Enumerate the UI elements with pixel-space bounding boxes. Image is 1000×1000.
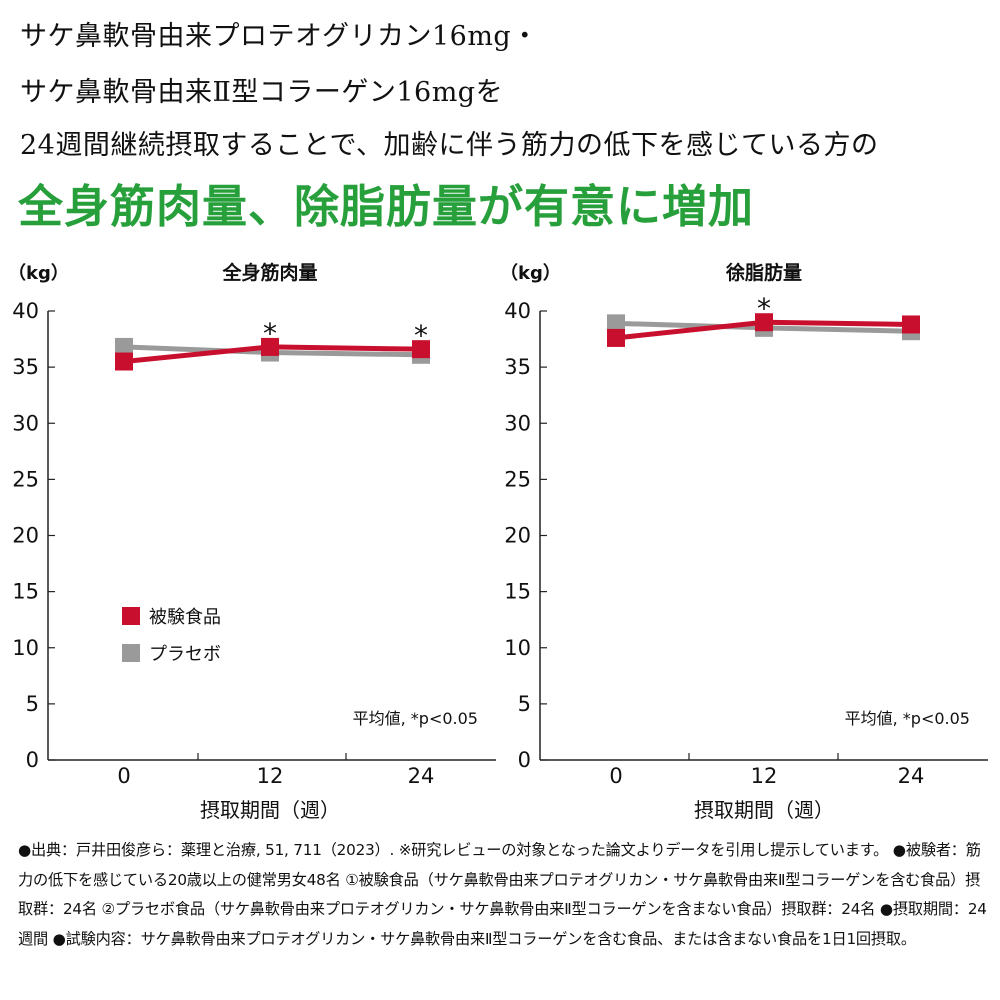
y-tick-label: 20 — [12, 524, 39, 548]
y-tick-label: 40 — [12, 299, 39, 323]
y-tick-label: 20 — [504, 524, 531, 548]
chart-title: 全身筋肉量 — [221, 261, 317, 284]
legend-swatch-placebo — [122, 644, 140, 662]
chart-title: 徐脂肪量 — [725, 261, 802, 284]
y-tick-label: 25 — [12, 467, 39, 491]
x-tick-label: 24 — [408, 764, 435, 788]
chart-note: 平均値, *p<0.05 — [845, 709, 970, 728]
legend-swatch-test-food — [122, 607, 140, 625]
y-tick-label: 0 — [26, 748, 39, 772]
data-point-test-food — [902, 315, 920, 334]
y-axis-unit: （kg） — [500, 263, 561, 284]
y-tick-label: 15 — [12, 580, 39, 604]
data-point-test-food — [607, 328, 625, 347]
y-tick-label: 0 — [518, 748, 531, 772]
legend-label: 被験食品 — [149, 607, 221, 628]
headline-line-3: 24週間継続摂取することで、加齢に伴う筋力の低下を感じている方の — [20, 130, 879, 161]
footnote: ●出典：戸井田俊彦ら：薬理と治療, 51, 711（2023）. ※研究レビュー… — [18, 841, 987, 948]
x-tick-label: 12 — [751, 764, 778, 788]
significance-mark: * — [757, 292, 771, 325]
significance-mark: * — [414, 319, 428, 352]
y-tick-label: 35 — [12, 355, 39, 379]
x-tick-label: 0 — [609, 764, 622, 788]
legend-label: プラセボ — [149, 644, 221, 665]
x-axis-label: 摂取期間（週） — [200, 798, 340, 822]
x-tick-label: 12 — [257, 764, 284, 788]
headline-line-1: サケ鼻軟骨由来プロテオグリカン16mg・ — [20, 21, 539, 52]
y-tick-label: 30 — [12, 411, 39, 435]
data-point-placebo — [607, 314, 625, 333]
x-axis-label: 摂取期間（週） — [694, 798, 834, 822]
data-point-test-food — [412, 340, 430, 359]
data-point-test-food — [261, 337, 279, 356]
data-point-test-food — [115, 352, 133, 371]
x-tick-label: 0 — [117, 764, 130, 788]
y-tick-label: 10 — [504, 636, 531, 660]
y-tick-label: 25 — [504, 467, 531, 491]
y-tick-label: 35 — [504, 355, 531, 379]
x-tick-label: 24 — [898, 764, 925, 788]
data-point-test-food — [755, 313, 773, 332]
y-axis-unit: （kg） — [8, 263, 69, 284]
significance-mark: * — [263, 317, 277, 350]
y-tick-label: 30 — [504, 411, 531, 435]
chart-note: 平均値, *p<0.05 — [353, 709, 478, 728]
y-tick-label: 5 — [518, 692, 531, 716]
y-tick-label: 15 — [504, 580, 531, 604]
y-tick-label: 40 — [504, 299, 531, 323]
data-point-placebo — [115, 337, 133, 356]
y-tick-label: 10 — [12, 636, 39, 660]
headline-highlight: 全身筋肉量、除脂肪量が有意に増加 — [18, 180, 755, 233]
headline-line-2: サケ鼻軟骨由来Ⅱ型コラーゲン16mgを — [20, 77, 504, 108]
y-tick-label: 5 — [26, 692, 39, 716]
